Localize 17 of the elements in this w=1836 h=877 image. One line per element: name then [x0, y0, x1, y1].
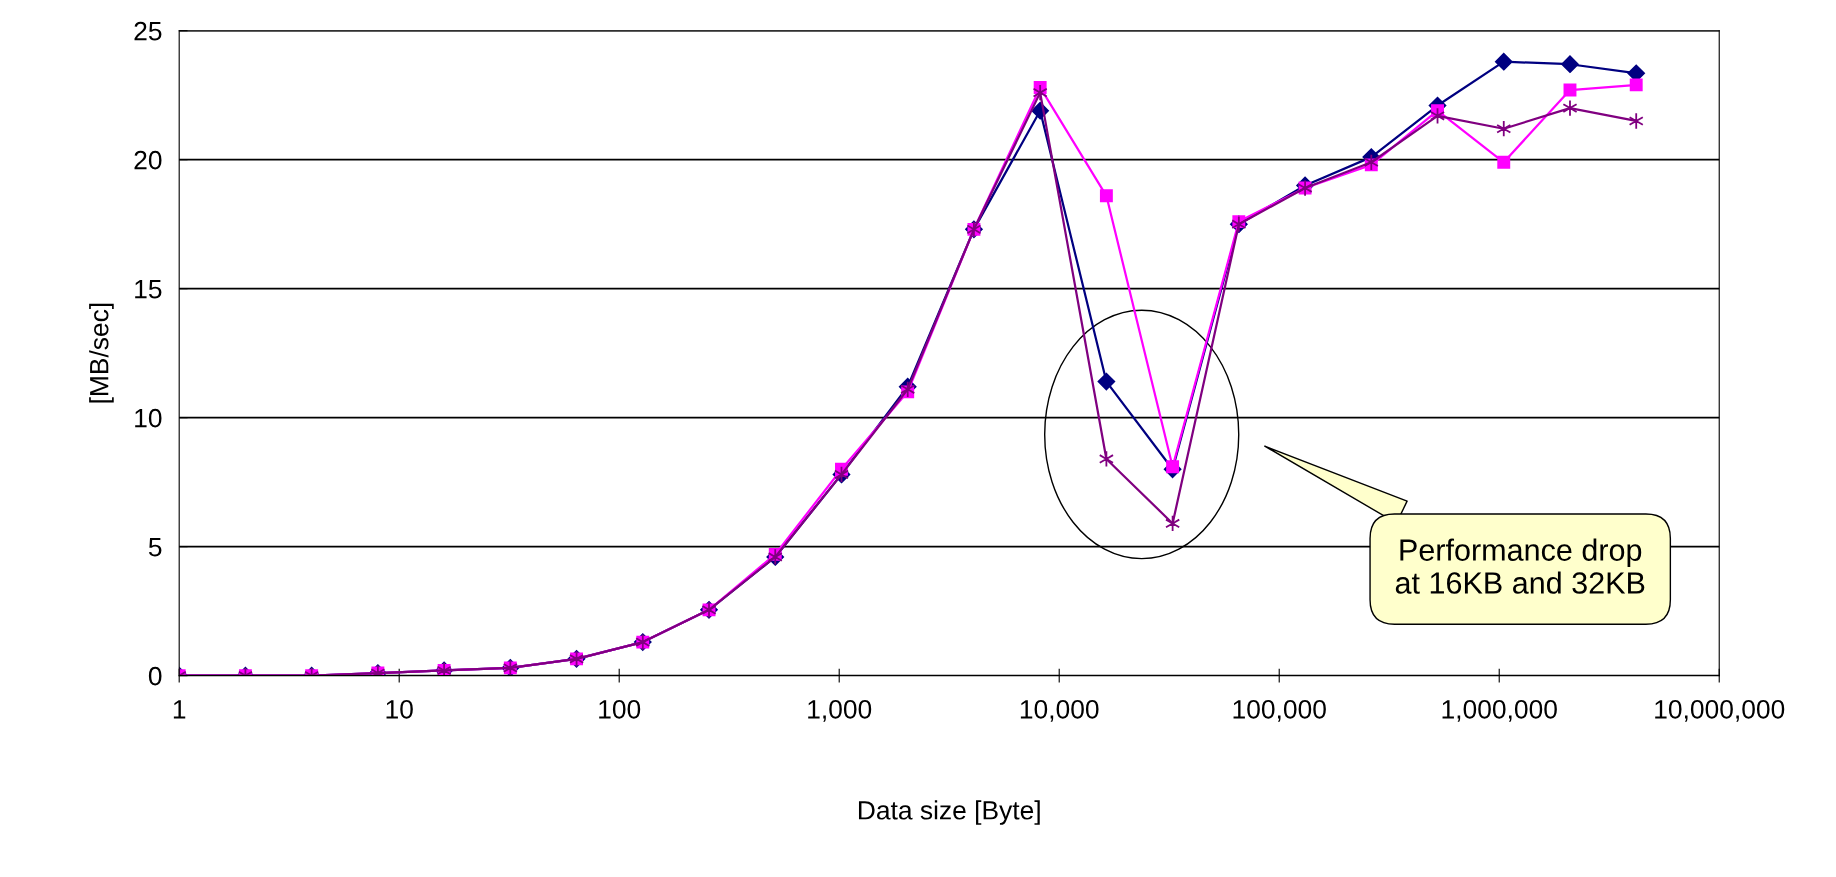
y-tick-label: 20	[134, 150, 162, 170]
annotation: Performance drop at 16KB and 32KB	[1395, 538, 1645, 594]
x-tick-label: 1,000,000	[1442, 699, 1557, 722]
x-tick-label: 10	[386, 699, 413, 719]
y-axis-title: [MB/sec]	[89, 303, 114, 403]
x-tick-label: 1,000	[808, 699, 872, 722]
y-tick-label: 15	[135, 280, 162, 299]
x-tick-label: 100,000	[1233, 699, 1326, 722]
x-tick-label: 100	[599, 699, 641, 719]
y-tick-label: 10	[135, 408, 162, 428]
y-tick-label: 5	[148, 538, 162, 557]
x-axis-title: Data size [Byte]	[858, 800, 1040, 825]
y-tick-label: 25	[134, 21, 162, 41]
x-tick-label: 10,000	[1020, 699, 1099, 722]
y-tick-label: 0	[148, 666, 162, 686]
x-tick-label: 10,000,000	[1655, 699, 1785, 722]
x-tick-label: 1	[173, 700, 186, 719]
